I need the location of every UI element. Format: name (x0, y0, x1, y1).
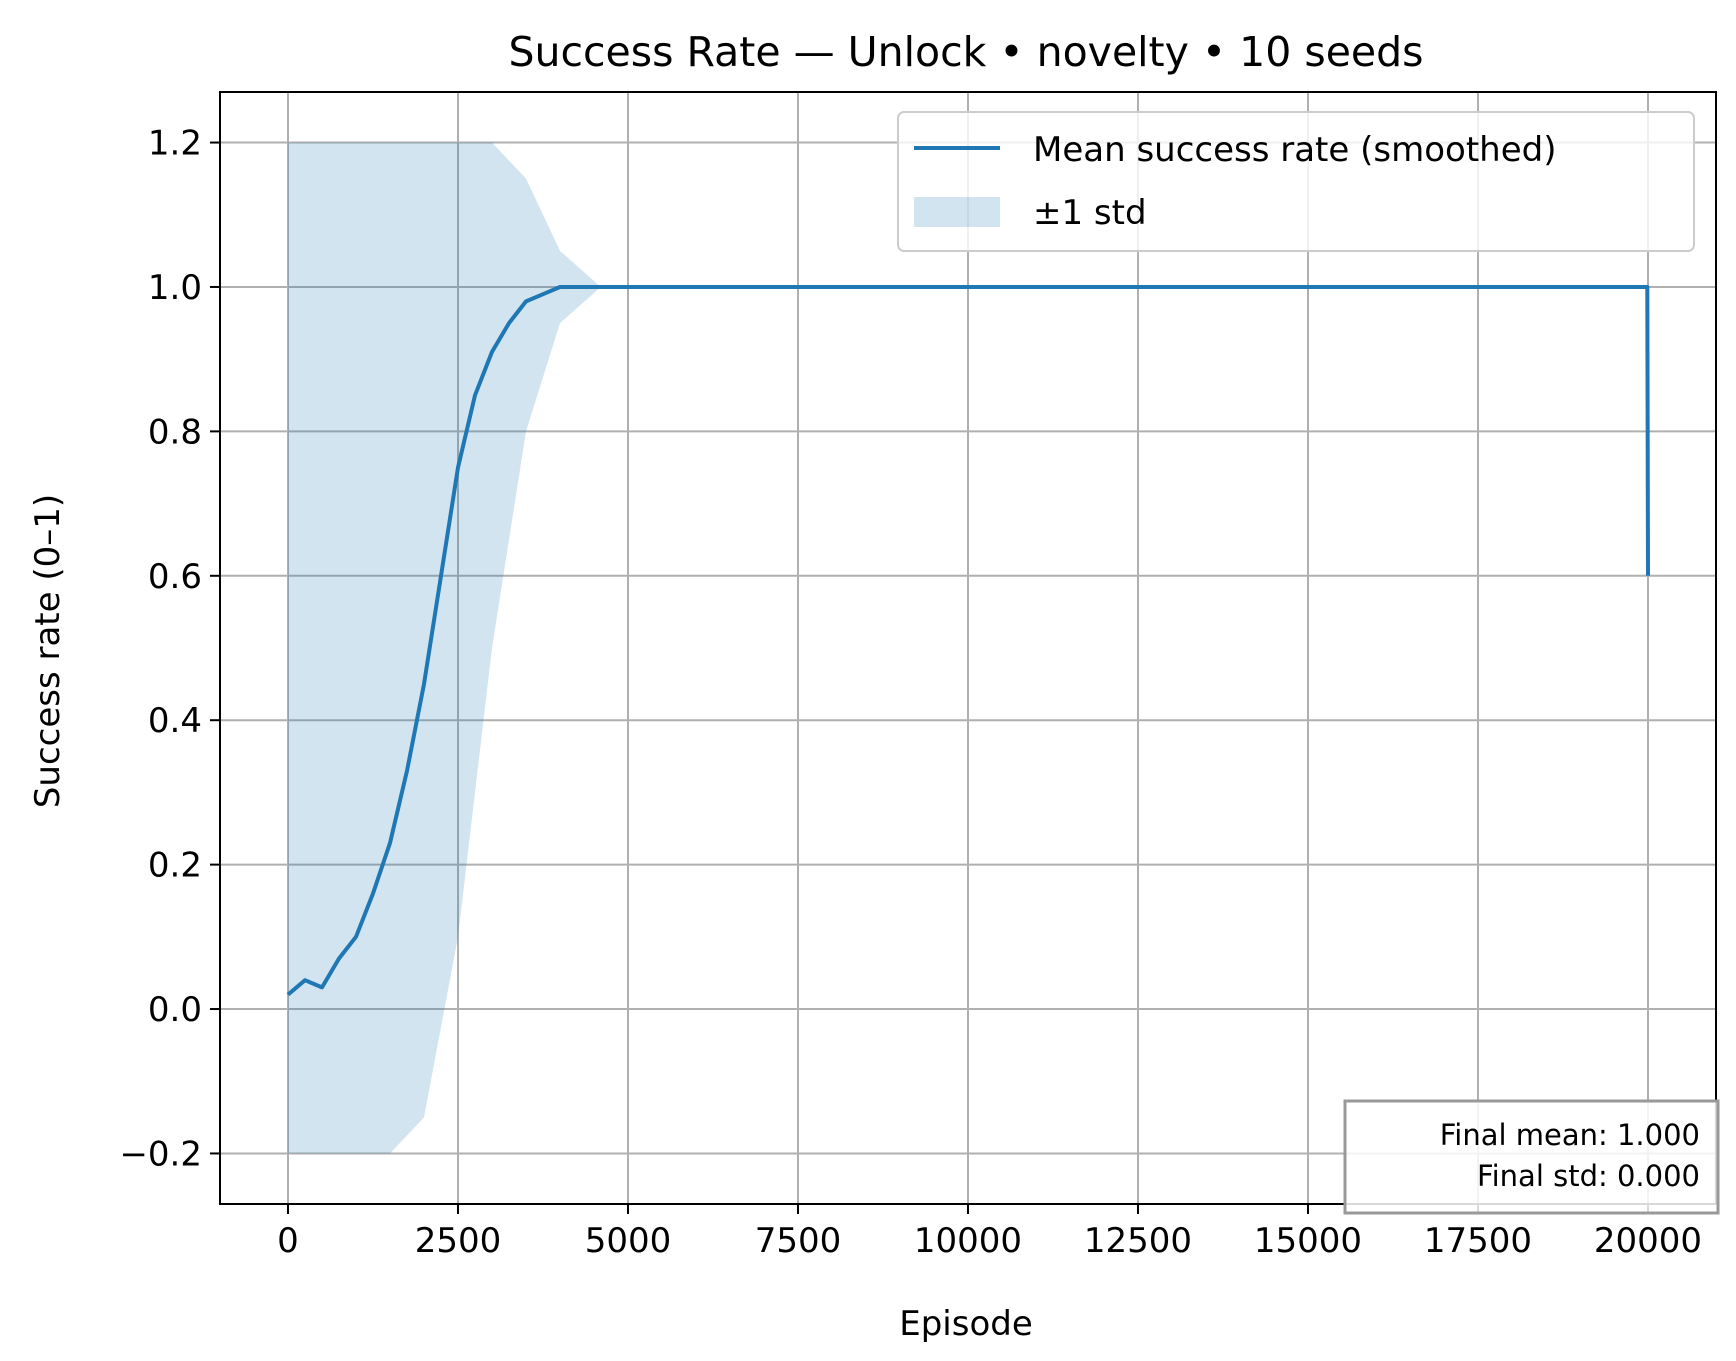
x-axis-ticks: 0 2500 5000 7500 10000 12500 15000 17500 20000 (277, 1204, 1702, 1261)
std-band (288, 142, 601, 1154)
final-stats-box: Final mean: 1.000 Final std: 0.000 (1343, 1099, 1720, 1215)
x-tick-label: 12500 (1084, 1221, 1192, 1261)
x-tick-label: 10000 (914, 1221, 1022, 1261)
y-tick-label: 1.0 (148, 268, 202, 308)
legend: Mean success rate (smoothed) ±1 std (897, 111, 1695, 252)
chart-title: Success Rate — Unlock • novelty • 10 see… (508, 28, 1423, 76)
y-tick-label: 0.2 (148, 846, 202, 886)
y-tick-label: 0.4 (148, 701, 202, 741)
y-axis-ticks: −0.2 0.0 0.2 0.4 0.6 0.8 1.0 1.2 (119, 124, 220, 1174)
mean-success-line (286, 285, 1650, 997)
y-tick-label: 0.8 (148, 412, 202, 452)
stats-box-frame (1343, 1099, 1720, 1215)
legend-box (897, 111, 1695, 252)
x-tick-label: 2500 (415, 1221, 502, 1261)
x-tick-label: 0 (277, 1221, 299, 1261)
x-tick-label: 17500 (1424, 1221, 1532, 1261)
series-lines (286, 285, 1650, 997)
legend-band-swatch (914, 197, 1000, 227)
legend-label-std: ±1 std (1033, 193, 1147, 233)
final-mean-text: Final mean: 1.000 (1440, 1118, 1700, 1152)
y-tick-label: 1.2 (148, 124, 202, 164)
std-band-area (288, 142, 601, 1154)
y-axis-label: Success rate (0–1) (28, 494, 68, 808)
y-tick-label: 0.0 (148, 990, 202, 1030)
x-axis-label: Episode (899, 1304, 1033, 1344)
x-tick-label: 7500 (755, 1221, 842, 1261)
x-tick-label: 20000 (1594, 1221, 1702, 1261)
y-tick-label: −0.2 (119, 1134, 202, 1174)
y-tick-label: 0.6 (148, 557, 202, 597)
legend-label-mean: Mean success rate (smoothed) (1033, 130, 1556, 170)
final-std-text: Final std: 0.000 (1477, 1159, 1700, 1193)
x-tick-label: 15000 (1254, 1221, 1362, 1261)
x-tick-label: 5000 (585, 1221, 672, 1261)
